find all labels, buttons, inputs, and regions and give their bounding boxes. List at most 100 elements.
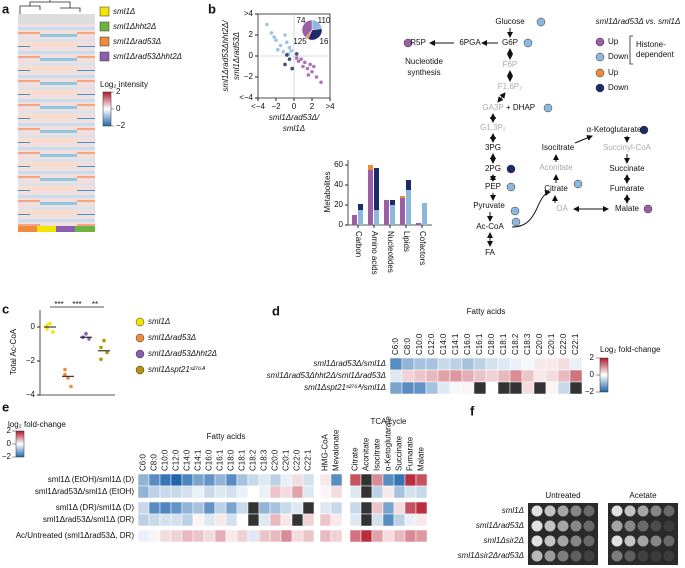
legend-label: sml1Δrad53Δ (113, 37, 161, 46)
spot (611, 535, 623, 547)
point (99, 345, 103, 350)
y-tick-label: 20 (334, 200, 343, 209)
column-label: C22:0 (559, 333, 568, 355)
column-label: C6:0 (139, 454, 148, 471)
point (278, 43, 283, 48)
column-label: C20:1 (547, 333, 556, 355)
spot (663, 535, 675, 547)
bar-segment (368, 165, 373, 170)
heat-cell (401, 381, 415, 395)
heat-cell (269, 529, 282, 543)
heat-cell (148, 485, 161, 499)
heat-cell (269, 501, 282, 515)
heat-cell (192, 529, 205, 543)
spot (557, 520, 569, 532)
heat-cell (258, 473, 271, 487)
heat-cell (159, 501, 172, 515)
column-label: C18:2 (249, 449, 258, 471)
heat-cell (413, 357, 427, 371)
x-tick-label: <−4 (251, 102, 265, 111)
heat-cell (371, 485, 384, 499)
bar-segment (422, 203, 427, 225)
x-tick-label: Lipids (402, 231, 411, 252)
heat-cell (291, 501, 304, 515)
point (289, 48, 294, 53)
heat-cell (203, 513, 216, 527)
heat-cell (258, 513, 271, 527)
heat-cell (393, 513, 406, 527)
heat-cell (319, 513, 332, 527)
heat-cell (485, 381, 499, 395)
node: Malate (615, 204, 640, 213)
point (310, 69, 314, 74)
column-label: Fumarate (406, 436, 415, 471)
column-header: Untreated (545, 491, 580, 500)
heat-cell (203, 501, 216, 515)
tick-label: 0 (7, 439, 12, 448)
heat-cell (382, 485, 395, 499)
legend-dot (135, 333, 145, 343)
x-tick-label: −2 (271, 102, 281, 111)
tick-label: −2 (585, 387, 595, 396)
bar-segment (400, 196, 405, 198)
heat-cell (509, 381, 523, 395)
heat-cell (404, 501, 417, 515)
spot (570, 520, 582, 532)
colorbar (15, 430, 25, 458)
legend-note: Histone- (636, 40, 666, 49)
bar-segment (406, 180, 411, 190)
spot (624, 535, 636, 547)
node: α-Ketoglutarate (587, 125, 642, 134)
row-label: sml1Δsir2Δ (483, 536, 524, 545)
x-tick-label: >4 (325, 102, 335, 111)
heat-cell (413, 369, 427, 383)
heat-cell (181, 529, 194, 543)
spot (583, 505, 595, 517)
spot (663, 520, 675, 532)
node: Succinyl-CoA (603, 143, 652, 152)
heat-cell (569, 357, 583, 371)
node-dot (573, 179, 583, 189)
heat-cell (280, 529, 293, 543)
point (301, 64, 305, 69)
heat-cell (159, 529, 172, 543)
tick-label: 2 (116, 87, 121, 96)
column-label: C22:0 (293, 449, 302, 471)
column-label: C20:0 (271, 449, 280, 471)
point (312, 64, 316, 69)
spot (570, 550, 582, 562)
spot (611, 550, 623, 562)
heat-cell (404, 529, 417, 543)
heat-cell (181, 473, 194, 487)
heat-cell (485, 357, 499, 371)
heat-cell (473, 381, 487, 395)
spot (650, 550, 662, 562)
column-label: Succinate (395, 435, 404, 471)
node: F1,6P₂ (498, 82, 522, 91)
point (299, 57, 304, 61)
row-label: sml1Δ (DR)/sml1Δ (D) (56, 503, 135, 512)
point (69, 384, 73, 389)
heat-cell (404, 473, 417, 487)
point (294, 52, 299, 56)
node: PEP (485, 182, 501, 191)
pie-label: 16 (320, 37, 329, 46)
spot (570, 505, 582, 517)
heat-cell (509, 357, 523, 371)
heat-cell (225, 513, 238, 527)
heat-cell (170, 513, 183, 527)
node-note: Nucleotide (405, 57, 443, 66)
heat-cell (170, 485, 183, 499)
spot (650, 520, 662, 532)
row-label: sml1Δrad53Δhht2Δ/sml1Δrad53Δ (267, 371, 386, 380)
heat-cell (214, 501, 227, 515)
heat-cell (170, 473, 183, 487)
spot (583, 535, 595, 547)
heat-cell (137, 501, 150, 515)
heat-cell (371, 513, 384, 527)
point (272, 35, 277, 39)
column-label: C14:0 (439, 333, 448, 355)
heat-cell (280, 485, 293, 499)
node-dot (403, 38, 413, 48)
heat-cell (291, 513, 304, 527)
